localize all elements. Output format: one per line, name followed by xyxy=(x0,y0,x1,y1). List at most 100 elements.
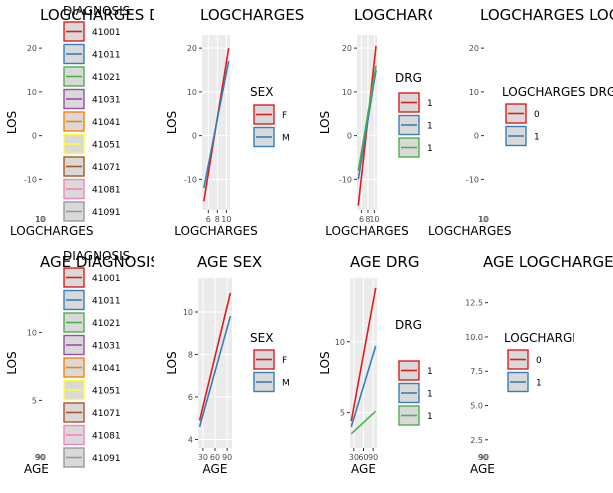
legend-entry: 41021 xyxy=(92,319,121,329)
legend: DRG 1 1 1 xyxy=(395,318,433,426)
y-axis-label: LOS xyxy=(318,351,332,374)
legend-entry: 1 xyxy=(427,99,433,109)
legend-entry: 1 xyxy=(536,379,542,389)
x-tick-label: 10 xyxy=(221,215,231,224)
y-tick-label: 0 xyxy=(192,132,197,141)
y-tick-label: 10 xyxy=(342,88,352,97)
y-tick-label: -10 xyxy=(24,175,37,184)
legend-entry: 41081 xyxy=(92,432,121,442)
y-axis-label: LOS xyxy=(5,351,19,374)
panel-7: AGE DRG 30 60 90 5 10 AGE LOS DRG 1 1 1 xyxy=(318,253,433,476)
legend-entry: 1 xyxy=(427,144,433,154)
y-tick-label: 5 xyxy=(340,409,345,418)
x-tick-label: 60 xyxy=(358,453,368,462)
legend-title: SEX xyxy=(250,85,273,99)
x-tick-label: 90 xyxy=(478,453,488,462)
y-tick-label: 12.5 xyxy=(465,299,483,308)
x-tick-label: 30 xyxy=(349,453,359,462)
legend-entry: 1 xyxy=(427,122,433,132)
series-line-3 xyxy=(350,410,377,435)
legend: LOGCHARGES DRG 0 1 xyxy=(502,85,613,147)
series-line-1 xyxy=(350,287,377,422)
panel-4: LOGCHARGES LOGCHARGES DRG1010-1001020LOG… xyxy=(428,6,613,238)
legend-entry: 41031 xyxy=(92,96,121,106)
y-tick-label: 0 xyxy=(347,132,352,141)
legend: DIAGNOSIS 41001 41011 41021 41031 41041 41051 4… xyxy=(63,249,130,468)
y-tick-label: 0 xyxy=(32,132,37,141)
legend-entry: 41031 xyxy=(92,342,121,352)
legend-entry: F xyxy=(282,111,287,121)
legend-title: DRG xyxy=(395,318,422,332)
y-axis-label: LOS xyxy=(5,111,19,134)
legend-title: LOGCHARGES DRG xyxy=(502,85,613,99)
panel-title: LOGCHARGES SEX xyxy=(200,6,338,24)
legend-entry: 41011 xyxy=(92,51,121,61)
x-tick-label: 8 xyxy=(365,215,370,224)
x-tick-label-overlap: 90 xyxy=(479,453,489,462)
legend: SEX F M xyxy=(250,331,290,393)
y-tick-label: 10 xyxy=(187,88,197,97)
x-tick-label: 60 xyxy=(210,453,220,462)
x-tick-label: 6 xyxy=(359,215,364,224)
series-line-2 xyxy=(357,69,377,180)
panel-title: LOGCHARGES DIAGNOSIS xyxy=(40,6,233,24)
y-tick-label: 2.5 xyxy=(470,436,483,445)
x-tick-label: 90 xyxy=(222,453,232,462)
y-tick-label: 10 xyxy=(469,88,479,97)
x-tick-label: 6 xyxy=(206,215,211,224)
series-line-2 xyxy=(350,345,377,427)
y-tick-label: 4 xyxy=(188,436,193,445)
y-tick-label: 6 xyxy=(188,393,193,402)
series-line-3 xyxy=(357,65,377,171)
panel-title: AGE SEX xyxy=(197,253,262,271)
x-tick-label-overlap: 10 xyxy=(36,215,46,224)
series-line-2 xyxy=(198,316,232,427)
legend: DIAGNOSIS 41001 41011 41021 41031 41041 41051 4… xyxy=(63,4,130,222)
legend-entry: 41001 xyxy=(92,274,121,284)
legend-entry: 41041 xyxy=(92,364,121,374)
x-tick-label-overlap: 10 xyxy=(479,215,489,224)
y-axis-label: LOS xyxy=(318,111,332,134)
legend-entry: M xyxy=(282,379,290,389)
y-tick-label: 5.0 xyxy=(470,402,483,411)
legend-entry: 41021 xyxy=(92,73,121,83)
legend-entry: 41041 xyxy=(92,118,121,128)
legend-entry: 41001 xyxy=(92,28,121,38)
legend-entry: 41081 xyxy=(92,186,121,196)
series-line-2 xyxy=(203,61,230,189)
y-tick-label: 20 xyxy=(27,44,37,53)
y-axis-label: LOS xyxy=(165,351,179,374)
y-tick-label: -10 xyxy=(184,175,197,184)
legend: LOGCHARGES 0 1 xyxy=(504,331,587,393)
legend-title: LOGCHARGES xyxy=(504,331,587,345)
y-tick-label: 10 xyxy=(335,338,345,347)
y-tick-label: 20 xyxy=(187,44,197,53)
legend-entry: M xyxy=(282,134,290,144)
x-axis-label: AGE xyxy=(203,462,228,476)
legend-entry: 41071 xyxy=(92,163,121,173)
legend: DRG 1 1 1 xyxy=(395,71,433,158)
y-tick-label: 8 xyxy=(188,351,193,360)
legend: SEX F M xyxy=(250,85,290,148)
x-tick-label: 90 xyxy=(35,453,45,462)
y-tick-label: 10 xyxy=(183,308,193,317)
legend-entry: 41051 xyxy=(92,141,121,151)
y-tick-label: 20 xyxy=(469,44,479,53)
y-tick-label: 5 xyxy=(32,396,37,405)
y-tick-label: -10 xyxy=(466,175,479,184)
panel-8: AGE LOGCHARGES90902.55.07.510.012.5AGELO… xyxy=(465,253,613,476)
x-axis-label: LOGCHARGES xyxy=(325,224,408,238)
legend-entry: 41011 xyxy=(92,297,121,307)
x-tick-label: 8 xyxy=(215,215,220,224)
legend-entry: 0 xyxy=(536,356,542,366)
legend-entry: F xyxy=(282,356,287,366)
panel-title: LOGCHARGES LOGCHARGES DRG xyxy=(480,6,613,24)
x-axis-label: LOGCHARGES xyxy=(174,224,257,238)
legend-entry: 1 xyxy=(427,390,433,400)
legend-entry: 1 xyxy=(427,412,433,422)
panel-5: AGE DIAGNOSIS9090510AGELOSDIAGNOSIS41001… xyxy=(5,249,154,476)
panel-title: AGE LOGCHARGES xyxy=(483,253,613,271)
panel-title: LOGCHARGES DRG xyxy=(354,6,497,24)
